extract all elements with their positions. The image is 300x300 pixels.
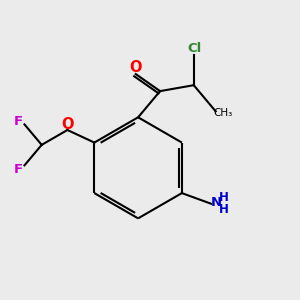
Text: CH₃: CH₃ (214, 108, 233, 118)
Text: O: O (61, 117, 74, 132)
Text: F: F (14, 163, 23, 176)
Text: H: H (219, 191, 229, 204)
Text: N: N (211, 196, 222, 209)
Text: Cl: Cl (187, 42, 202, 56)
Text: O: O (130, 60, 142, 75)
Text: F: F (14, 115, 23, 128)
Text: H: H (219, 202, 229, 216)
